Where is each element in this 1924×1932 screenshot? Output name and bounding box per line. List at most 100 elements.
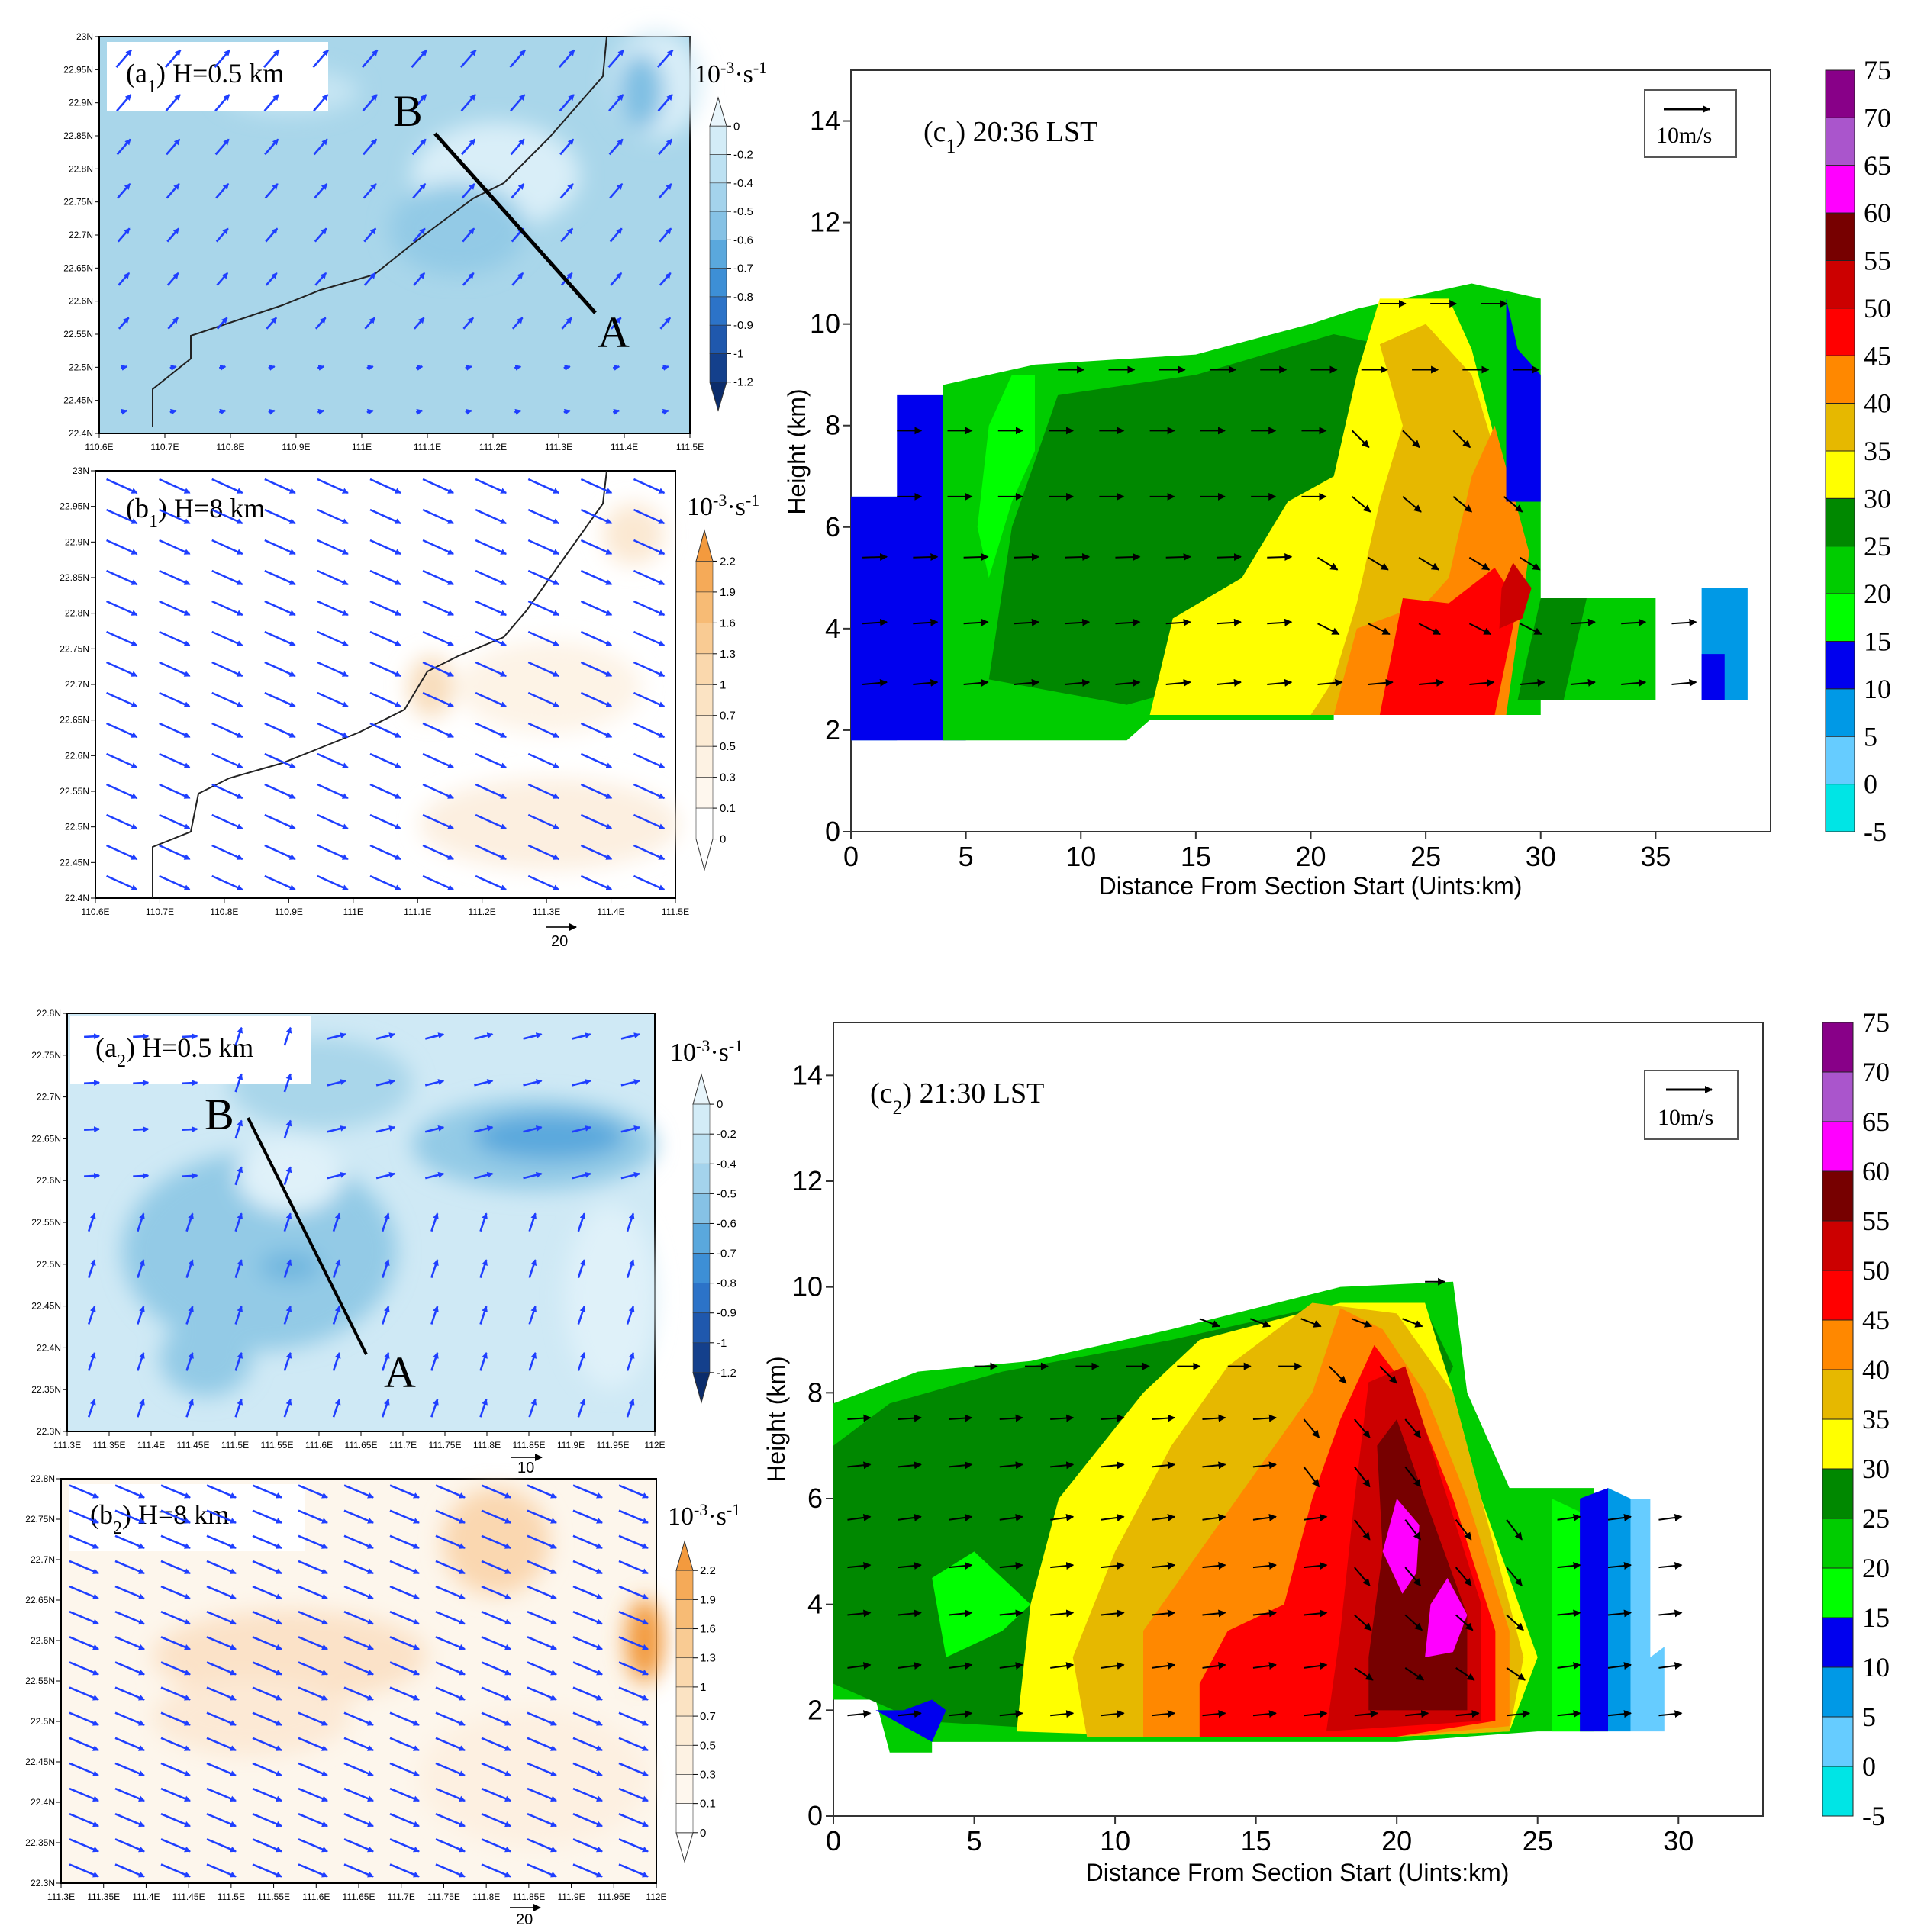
c1-wind-vector xyxy=(1671,678,1697,687)
a2-wind-vector xyxy=(283,1026,292,1046)
a1-wind-vector xyxy=(462,272,475,286)
c2-x-tick-label: 10 xyxy=(1100,1825,1130,1856)
a1-wind-vector xyxy=(263,94,279,112)
a2-wind-vector xyxy=(234,1352,243,1371)
b2-wind-vector xyxy=(389,1686,420,1701)
b1-wind-vector xyxy=(527,508,560,525)
b2-wind-vector xyxy=(389,1534,420,1550)
c1-wind-vector xyxy=(1216,618,1242,626)
a2-wind-vector xyxy=(234,1026,243,1046)
b1-wind-vector xyxy=(527,752,560,769)
b1-wind-vector xyxy=(211,844,243,861)
b1-y-tick-label: 22.85N xyxy=(60,572,89,583)
a2-title-box xyxy=(70,1016,311,1084)
b2-wind-vector xyxy=(389,1812,420,1827)
b2-wind-vector xyxy=(206,1711,237,1726)
a2-y-tick-label: 22.5N xyxy=(37,1259,61,1270)
b2-wind-vector xyxy=(618,1484,649,1499)
c2-wind-vector xyxy=(1506,1567,1523,1586)
b2-colorbar-tick-label: 0.1 xyxy=(700,1798,716,1811)
b1-wind-vector xyxy=(317,539,349,555)
a2-x-tick-label: 111.4E xyxy=(137,1440,165,1451)
panel-c1: (c1) 20:36 LST 10m/s 0 5 10 15 20 25 30 35 0 2 4 6… xyxy=(783,55,1891,900)
a1-wind-vector xyxy=(215,183,230,199)
c1-wind-vector xyxy=(1671,618,1697,626)
b2-wind-vector xyxy=(435,1534,466,1550)
c1-colorbar-tick-label: 10 xyxy=(1864,674,1891,704)
a1-wind-vector xyxy=(312,49,329,68)
b2-x-tick-label: 111.6E xyxy=(302,1892,330,1902)
b1-wind-vector xyxy=(527,600,560,617)
c2-colorbar-swatch xyxy=(1822,1716,1854,1767)
a1-wind-vectors xyxy=(115,49,674,415)
a2-wind-vector xyxy=(474,1125,494,1133)
c2-wind-vector xyxy=(1304,1710,1328,1718)
b1-wind-vector xyxy=(159,844,191,861)
c1-y-tick-label: 14 xyxy=(810,105,840,137)
c2-colorbar-tick-label: 65 xyxy=(1862,1106,1890,1137)
c2-wind-vector xyxy=(1351,1318,1373,1328)
c2-wind-vector xyxy=(1455,1567,1472,1586)
c1-wind-vector xyxy=(1115,678,1141,687)
c2-wind-vector xyxy=(1658,1562,1683,1570)
a2-wind-vector xyxy=(523,1079,543,1087)
a2-wind-vector xyxy=(133,1080,150,1087)
b1-y-tick-label: 22.6N xyxy=(65,750,89,761)
b1-wind-vector xyxy=(369,661,401,678)
a1-wind-vector xyxy=(266,317,278,330)
a1-wind-vector xyxy=(317,408,325,415)
b1-wind-vector xyxy=(264,844,296,861)
c2-wind-vectors xyxy=(847,1277,1683,1718)
a1-x-tick-label: 111.4E xyxy=(611,442,638,452)
b2-wind-vector xyxy=(481,1484,511,1499)
b1-wind-vector xyxy=(475,630,508,647)
a2-wind-vector xyxy=(479,1259,488,1278)
a1-wind-vector xyxy=(314,227,327,243)
b2-wind-vector xyxy=(206,1610,237,1625)
c2-wind-vector xyxy=(847,1461,872,1470)
b1-wind-vector xyxy=(580,722,613,739)
c2-wind-vector xyxy=(1354,1567,1371,1586)
c1-wind-vector xyxy=(1317,556,1339,571)
b1-wind-vector xyxy=(422,752,455,769)
c2-wind-vector xyxy=(999,1662,1023,1670)
b2-wind-vector xyxy=(343,1686,374,1701)
c2-wind-vector xyxy=(1101,1461,1125,1470)
c1-wind-vector xyxy=(1014,553,1039,561)
a2-wind-vector xyxy=(137,1398,145,1418)
b2-wind-vector xyxy=(298,1787,328,1802)
c1-colorbar-swatch xyxy=(1825,450,1855,499)
b2-wind-vector xyxy=(343,1737,374,1752)
c2-wind-vector xyxy=(1300,1318,1322,1328)
a2-wind-vector xyxy=(234,1166,243,1186)
b1-wind-vector xyxy=(475,569,508,586)
b1-wind-vector xyxy=(475,752,508,769)
a1-x-tick-label: 110.9E xyxy=(282,442,310,452)
c2-wind-vector xyxy=(1607,1609,1632,1618)
a2-wind-vector xyxy=(283,1352,292,1371)
a1-shade-dark-2 xyxy=(618,53,664,130)
c2-wind-vector xyxy=(999,1710,1023,1718)
a2-x-tick-label: 111.65E xyxy=(345,1440,378,1451)
a2-wind-vector xyxy=(283,1073,292,1093)
c2-wind-vector xyxy=(1507,1710,1531,1718)
b1-wind-vector xyxy=(633,874,666,891)
a2-wind-vector xyxy=(474,1032,494,1040)
a1-wind-vector xyxy=(366,408,374,415)
c2-wind-vector xyxy=(1455,1614,1474,1631)
b2-colorbar-tick-label: 1 xyxy=(700,1681,706,1694)
b1-x-tick-label: 110.8E xyxy=(210,906,238,917)
a2-colorbar-tick-label: -0.5 xyxy=(717,1187,736,1200)
b2-wind-vector xyxy=(69,1534,99,1550)
a2-x-tick-label: 111.75E xyxy=(429,1440,462,1451)
c2-wind-vector xyxy=(999,1414,1023,1422)
c1-colorbar-swatch xyxy=(1825,69,1855,118)
b2-wind-vector xyxy=(435,1509,466,1524)
a2-wind-vector xyxy=(182,1080,198,1087)
b2-wind-vector xyxy=(481,1610,511,1625)
a2-unit: 10-3·s-1 xyxy=(670,1036,743,1067)
c2-wind-vector xyxy=(847,1662,872,1670)
b1-wind-vector xyxy=(475,539,508,555)
a1-wind-vector xyxy=(265,272,278,286)
c2-reflectivity-field xyxy=(833,1281,1665,1753)
